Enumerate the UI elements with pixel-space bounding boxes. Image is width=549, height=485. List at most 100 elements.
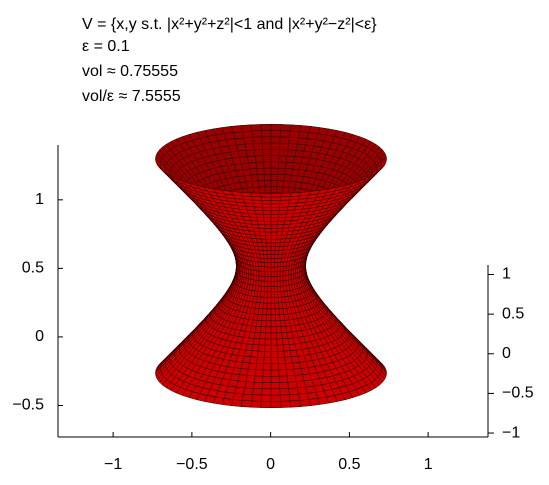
annotation: vol ≈ 0.75555 xyxy=(82,63,178,80)
surface-patch xyxy=(244,381,255,389)
surface-patch xyxy=(221,398,234,406)
surface-patch xyxy=(270,308,276,316)
surface-patch xyxy=(263,220,272,226)
surface-patch xyxy=(292,362,302,370)
surface-patch xyxy=(277,174,285,182)
surface-patch xyxy=(240,362,250,370)
surface-patch xyxy=(264,180,272,188)
x-tick-label: 1 xyxy=(424,456,433,473)
surface-patch xyxy=(248,362,257,370)
surface-patch xyxy=(259,332,266,340)
surface-patch xyxy=(273,262,278,268)
surface-patch xyxy=(278,155,288,163)
surface-patch xyxy=(251,344,260,352)
surface-patch xyxy=(266,314,272,322)
surface-patch xyxy=(264,275,269,282)
surface-patch xyxy=(280,192,292,198)
surface-patch xyxy=(274,250,280,255)
surface-patch xyxy=(270,130,281,138)
surface-patch xyxy=(276,275,281,282)
surface-patch xyxy=(270,242,276,247)
surface-patch xyxy=(282,338,290,346)
surface-patch xyxy=(253,142,263,151)
surface-patch xyxy=(263,167,272,175)
surface-patch xyxy=(265,238,272,244)
surface-patch xyxy=(285,155,296,164)
surface-patch xyxy=(287,381,298,389)
surface-patch xyxy=(275,242,281,247)
y2-tick-label: 0.5 xyxy=(502,305,524,322)
surface-patch xyxy=(258,266,263,272)
surface-patch xyxy=(277,262,282,268)
surface-patch xyxy=(278,210,288,215)
surface-patch xyxy=(261,130,272,138)
surface-patch xyxy=(255,161,265,169)
surface-patch xyxy=(274,302,280,310)
surface-patch xyxy=(252,136,263,144)
surface-patch xyxy=(270,142,281,150)
surface-patch xyxy=(278,149,289,157)
surface-patch xyxy=(264,280,269,287)
surface-patch xyxy=(257,344,266,352)
surface-patch xyxy=(263,217,272,222)
surface-patch xyxy=(261,388,272,396)
surface-patch xyxy=(264,228,272,233)
surface-patch xyxy=(255,275,260,281)
surface-patch xyxy=(276,227,284,233)
y-tick-label: 1 xyxy=(35,191,44,208)
surface-patch xyxy=(274,308,280,316)
surface-patch xyxy=(262,207,272,212)
surface-patch xyxy=(262,250,268,255)
surface-patch xyxy=(289,124,302,132)
surface-patch xyxy=(246,368,257,377)
surface-patch xyxy=(261,242,267,247)
surface-patch xyxy=(261,136,272,144)
surface-patch xyxy=(262,308,268,316)
surface-patch xyxy=(259,253,265,259)
surface-patch xyxy=(276,332,283,340)
surface-patch xyxy=(237,374,248,382)
surface-patch xyxy=(274,254,279,259)
surface-patch xyxy=(265,231,272,236)
surface-patch xyxy=(270,250,276,255)
x-tick-label: 0 xyxy=(266,456,275,473)
surface-patch xyxy=(253,332,261,340)
surface-patch xyxy=(265,326,272,334)
surface-patch xyxy=(270,401,282,409)
surface-patch xyxy=(289,393,301,402)
surface-patch xyxy=(277,253,283,259)
surface-patch xyxy=(279,275,284,282)
surface-patch xyxy=(276,180,285,188)
surface-patch xyxy=(270,276,275,282)
surface-patch xyxy=(265,320,272,328)
surface-patch xyxy=(261,275,266,282)
surface-patch xyxy=(270,254,275,259)
surface-patch xyxy=(232,393,244,401)
surface-patch xyxy=(231,125,243,133)
surface-patch xyxy=(270,363,279,371)
surface-patch xyxy=(260,193,272,198)
surface-patch xyxy=(293,368,303,376)
surface-patch xyxy=(239,368,249,376)
surface-patch xyxy=(291,355,300,364)
surface-patch xyxy=(255,363,265,371)
surface-patch xyxy=(270,375,280,383)
surface-patch xyxy=(252,338,260,346)
surface-patch xyxy=(284,356,293,364)
surface-patch xyxy=(282,344,291,352)
surface-patch xyxy=(267,276,272,282)
surface-patch xyxy=(276,186,284,194)
surface-patch xyxy=(255,270,260,277)
surface-patch xyxy=(258,186,266,194)
surface-patch xyxy=(261,271,266,277)
surface-patch xyxy=(231,191,243,197)
surface-patch xyxy=(270,291,275,298)
surface-patch xyxy=(274,291,279,298)
surface-patch xyxy=(264,286,269,293)
surface-patch xyxy=(253,149,264,157)
surface-patch xyxy=(262,149,272,157)
surface-patch xyxy=(277,357,286,365)
surface-patch xyxy=(261,200,272,205)
annotation: vol/ε ≈ 7.5555 xyxy=(82,88,181,105)
y-tick-label: 0.5 xyxy=(22,260,44,277)
